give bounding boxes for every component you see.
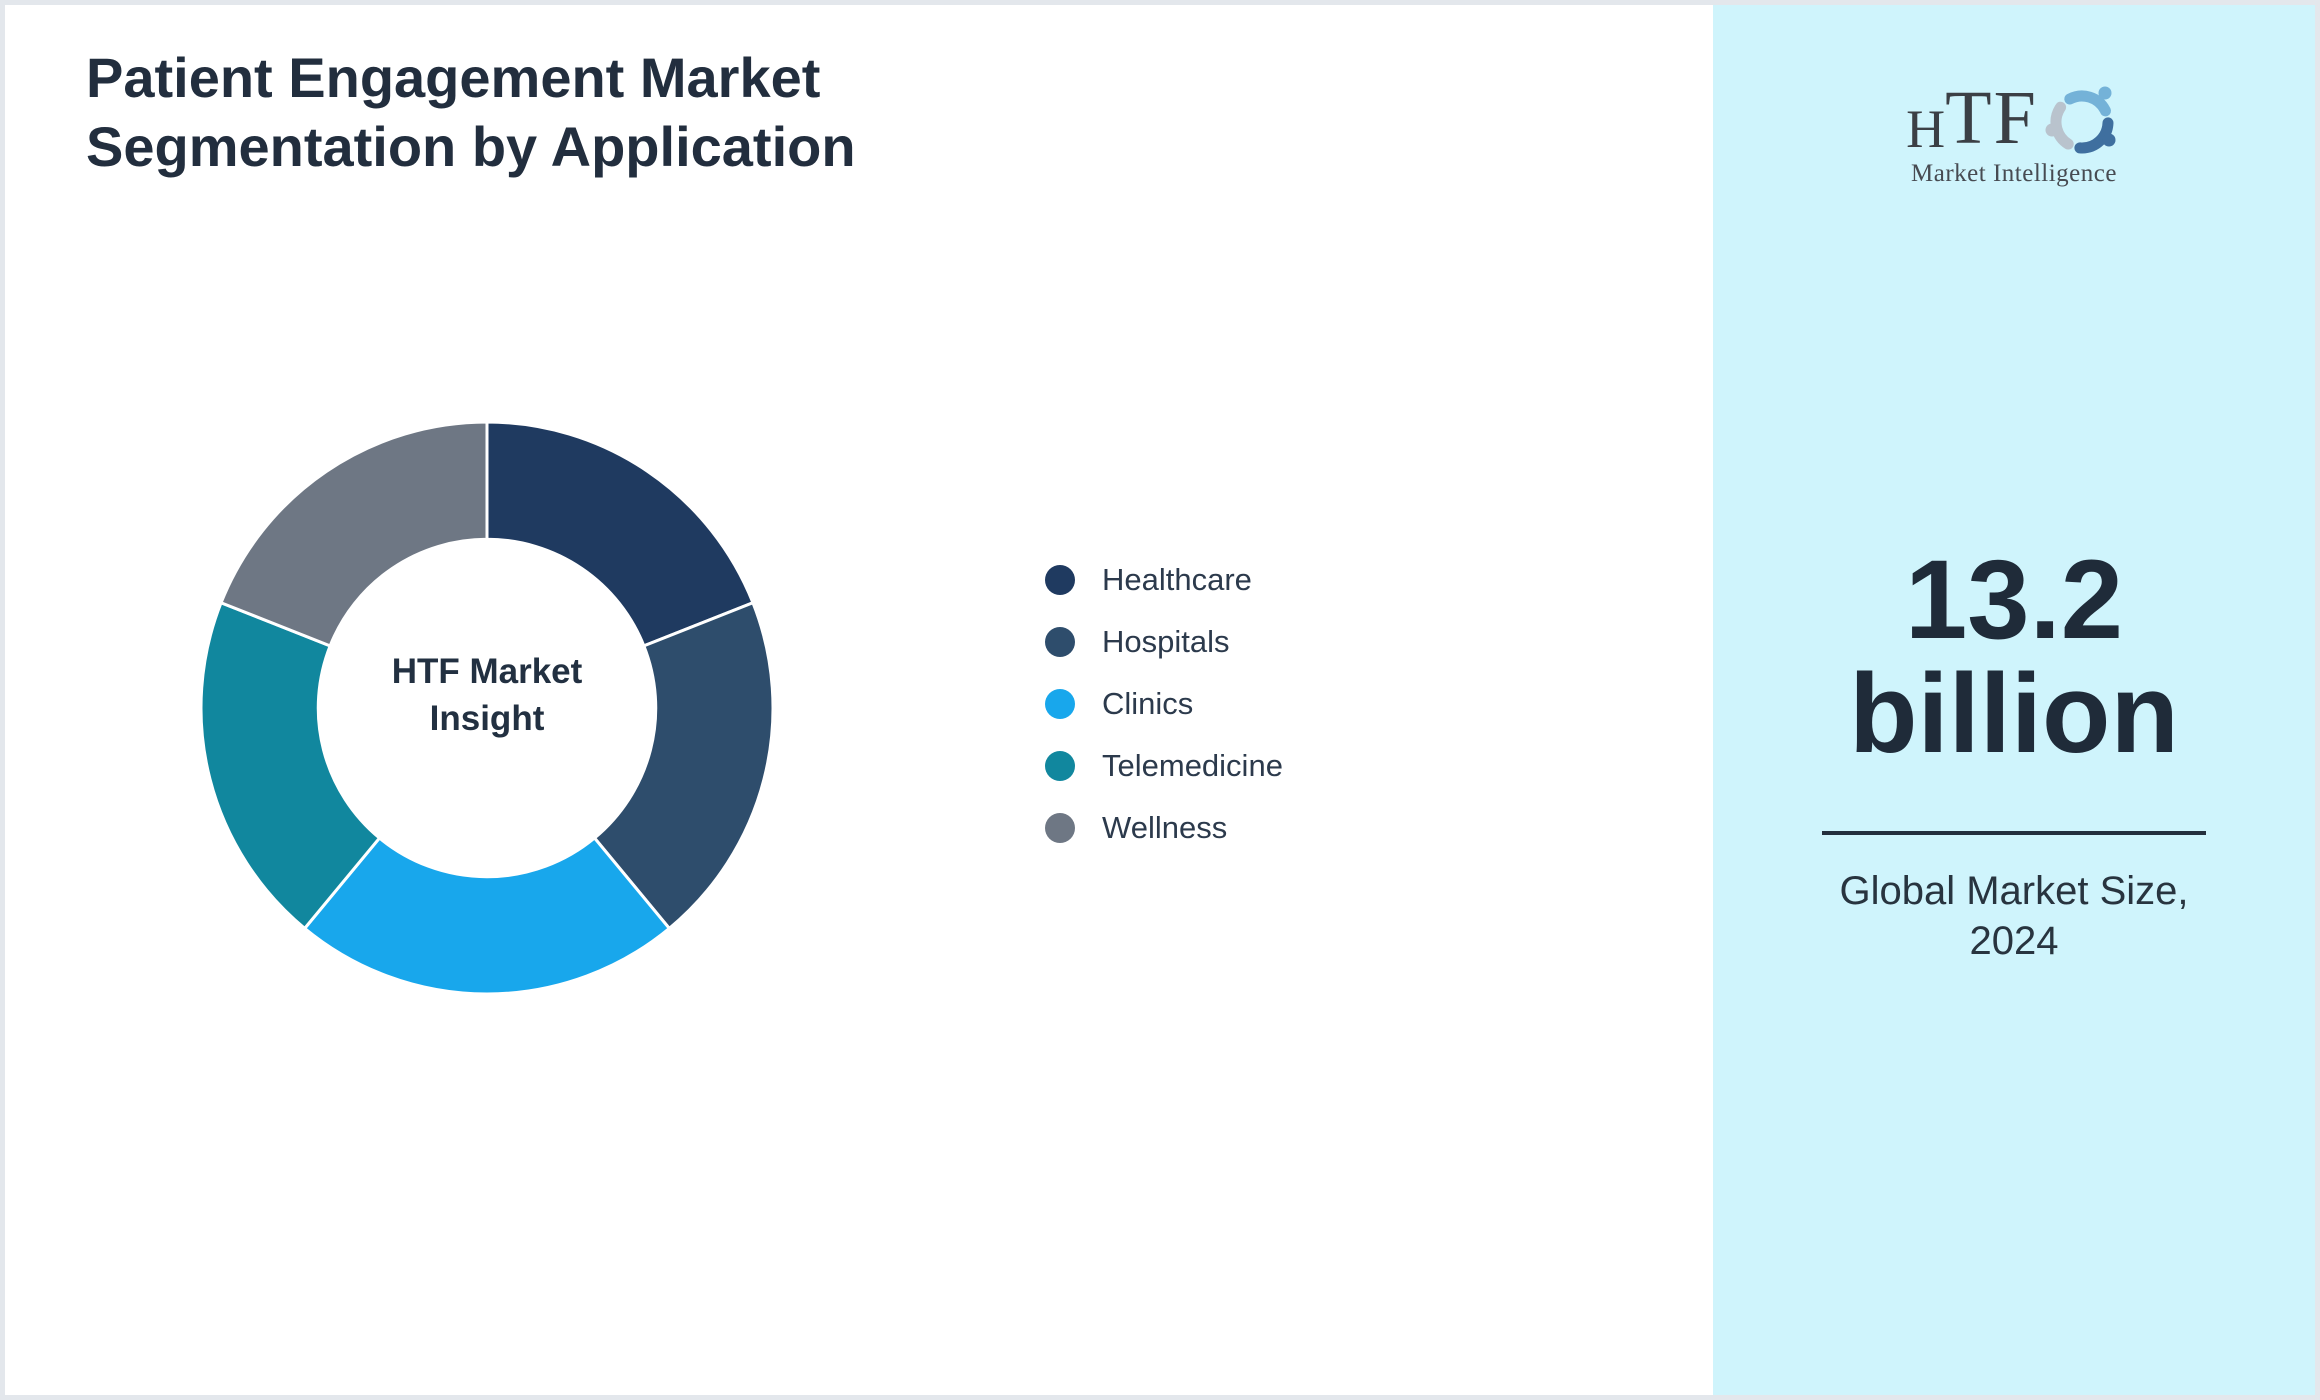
donut-center-label: HTF Market Insight — [391, 652, 583, 738]
market-size-caption: Global Market Size, 2024 — [1839, 869, 2189, 963]
legend-item-telemedicine: Telemedicine — [1045, 748, 1283, 783]
logo-swirl-icon — [2045, 86, 2116, 154]
market-size-value: 13.2 billion — [1849, 537, 2179, 776]
donut-segment-telemedicine — [199, 600, 382, 931]
side-panel: H TF Market Intelligence 13.2 billion Glo… — [1713, 5, 2315, 1395]
swirl-head-lightblue — [2098, 86, 2112, 100]
donut-segment-wellness — [219, 420, 489, 648]
divider-line — [1822, 831, 2206, 835]
donut-segment-hospitals — [592, 600, 775, 931]
legend-label: Wellness — [1102, 810, 1228, 845]
legend-label: Healthcare — [1102, 562, 1252, 597]
legend-label: Clinics — [1102, 686, 1194, 721]
legend-dot — [1045, 813, 1075, 843]
legend-dot — [1045, 689, 1075, 719]
donut-chart-area: HTF Market Insight — [197, 418, 777, 998]
legend-label: Telemedicine — [1102, 748, 1283, 783]
donut-segment-clinics — [302, 835, 672, 996]
brand-tagline: Market Intelligence — [1911, 160, 2117, 187]
swirl-head-darkblue — [2102, 133, 2116, 147]
donut-chart — [199, 420, 775, 996]
legend-dot — [1045, 565, 1075, 595]
page-title: Patient Engagement Market Segmentation b… — [86, 43, 856, 181]
brand-logo-row: H TF — [1906, 80, 2122, 156]
legend-label: Hospitals — [1102, 624, 1230, 659]
legend-item-hospitals: Hospitals — [1045, 624, 1283, 659]
legend-dot — [1045, 627, 1075, 657]
donut-segment-healthcare — [485, 420, 755, 648]
logo-letter-h: H — [1906, 99, 1946, 159]
page-title-line1: Patient Engagement Market — [86, 46, 821, 109]
brand-logo: H TF Market Intelligence — [1713, 80, 2315, 188]
swirl-head-gray — [2045, 123, 2059, 137]
legend-item-wellness: Wellness — [1045, 810, 1283, 845]
page-title-line2: Segmentation by Application — [86, 115, 856, 178]
legend-item-healthcare: Healthcare — [1045, 562, 1283, 597]
legend: Healthcare Hospitals Clinics Telemedicine We… — [1045, 562, 1283, 845]
legend-dot — [1045, 751, 1075, 781]
logo-letters-tf: TF — [1945, 76, 2038, 160]
legend-item-clinics: Clinics — [1045, 686, 1283, 721]
